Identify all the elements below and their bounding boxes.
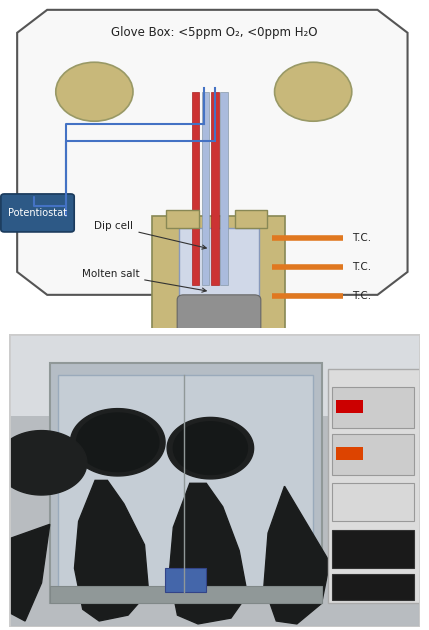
Polygon shape (264, 486, 330, 624)
Bar (166, 210, 199, 227)
Bar (179, 227, 259, 341)
Bar (332, 574, 414, 600)
Text: T.C.: T.C. (352, 232, 371, 243)
Polygon shape (0, 430, 87, 495)
Bar (50, 363, 322, 604)
Polygon shape (76, 413, 159, 472)
Bar (58, 375, 313, 592)
Text: Furnace: Furnace (198, 336, 239, 346)
Bar (332, 483, 414, 522)
Bar (211, 92, 219, 285)
FancyBboxPatch shape (1, 194, 74, 232)
Bar (332, 530, 414, 568)
Polygon shape (169, 483, 248, 624)
Bar (332, 387, 414, 428)
Text: Dip cell: Dip cell (94, 221, 206, 249)
Text: Molten salt: Molten salt (82, 269, 206, 292)
Polygon shape (9, 524, 50, 621)
Bar (50, 586, 322, 604)
Bar (336, 400, 363, 413)
Bar (328, 369, 420, 604)
Text: Glove Box: <5ppm O₂, <0ppm H₂O: Glove Box: <5ppm O₂, <0ppm H₂O (111, 26, 318, 39)
Text: T.C.: T.C. (352, 262, 371, 272)
Bar (152, 216, 285, 354)
FancyBboxPatch shape (177, 295, 261, 344)
Circle shape (275, 62, 352, 121)
Bar (202, 92, 209, 285)
Bar (235, 210, 267, 227)
Bar (332, 433, 414, 474)
Polygon shape (173, 422, 248, 474)
Bar (220, 92, 228, 285)
Polygon shape (167, 418, 254, 479)
Text: Potentiostat: Potentiostat (8, 208, 67, 218)
Bar (165, 568, 206, 592)
Polygon shape (17, 10, 408, 295)
Text: T.C.: T.C. (352, 292, 371, 302)
Polygon shape (75, 480, 148, 621)
Bar (9, 334, 420, 416)
Bar (192, 92, 199, 285)
Circle shape (56, 62, 133, 121)
Polygon shape (70, 409, 165, 476)
Bar (336, 447, 363, 460)
